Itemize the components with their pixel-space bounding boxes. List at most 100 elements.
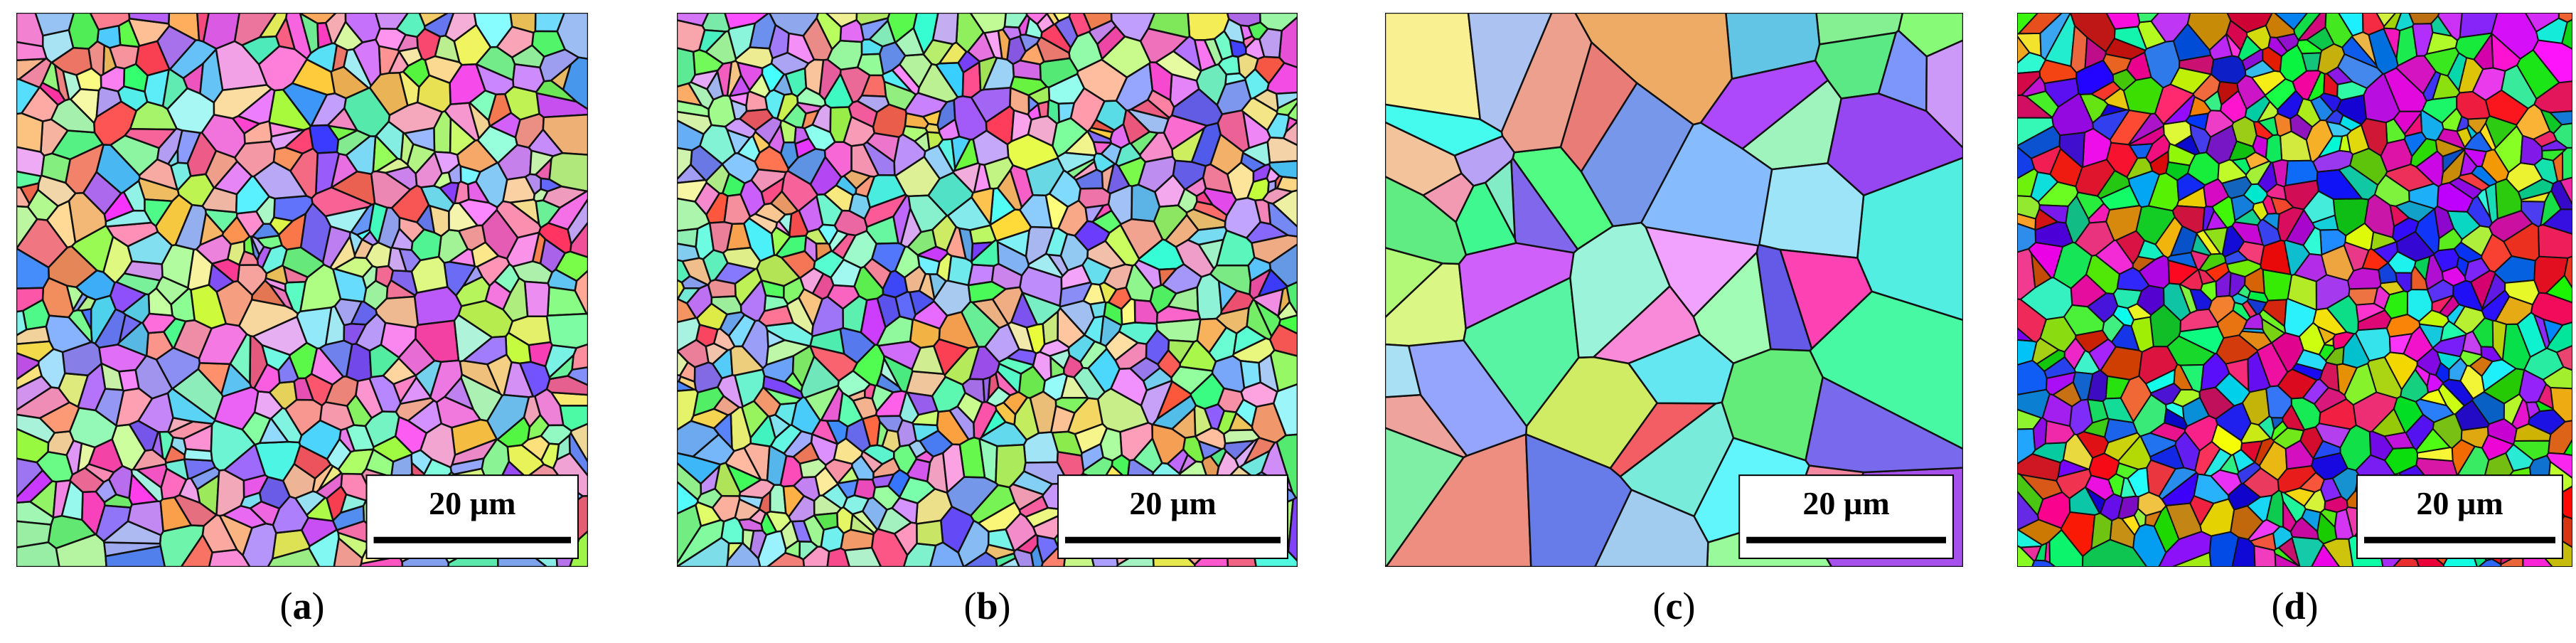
caption-part: ): [1682, 585, 1695, 627]
grain: [97, 344, 148, 373]
grain: [2214, 372, 2251, 407]
grain: [789, 209, 809, 238]
grain: [173, 494, 218, 527]
grain: [539, 48, 580, 83]
grain: [2464, 147, 2488, 167]
grain: [747, 508, 767, 526]
grain: [2395, 272, 2412, 293]
grain: [677, 279, 685, 300]
grain: [278, 212, 307, 251]
scale-bar-box: [365, 474, 579, 560]
grain: [2063, 336, 2086, 371]
grain: [1246, 298, 1273, 341]
grain: [712, 394, 741, 416]
grain: [2527, 409, 2567, 435]
grain: [459, 165, 482, 186]
grain: [1778, 248, 1874, 351]
grain: [448, 202, 479, 232]
grain: [1240, 97, 1278, 132]
grain: [2494, 178, 2522, 220]
scale-bar-label: 20 µm: [2416, 485, 2503, 521]
grain: [983, 323, 1020, 363]
grain: [809, 344, 859, 383]
grain: [791, 441, 821, 465]
grain: [1139, 27, 1190, 64]
grain: [2303, 488, 2326, 514]
grain: [2355, 302, 2386, 324]
grain: [1040, 23, 1072, 55]
grain: [41, 152, 72, 184]
grain: [1272, 383, 1298, 437]
grain: [2191, 232, 2213, 257]
grain: [1240, 151, 1268, 173]
grain: [236, 87, 276, 125]
grain: [1101, 163, 1116, 193]
grain: [967, 280, 1008, 304]
grain: [213, 160, 253, 196]
grain: [768, 13, 820, 37]
grain: [739, 278, 767, 322]
grain: [770, 51, 810, 75]
grain: [891, 63, 920, 96]
grain: [1267, 201, 1298, 238]
caption-part: c: [1666, 585, 1683, 627]
grain: [2548, 110, 2572, 126]
grain: [2075, 59, 2115, 95]
grain: [419, 423, 456, 469]
grain: [870, 528, 909, 567]
grain: [924, 122, 941, 134]
grain: [50, 47, 93, 76]
grain: [971, 187, 995, 227]
grain: [2253, 545, 2277, 567]
grain: [2448, 357, 2468, 382]
grain: [461, 335, 508, 366]
grain: [38, 81, 66, 106]
grain: [1580, 81, 1695, 228]
grain: [2262, 213, 2280, 231]
grain: [1223, 18, 1245, 44]
grain: [860, 16, 889, 41]
grain: [2322, 538, 2354, 567]
grain: [829, 106, 853, 143]
grain: [2202, 226, 2228, 255]
grain: [2469, 356, 2494, 378]
grain: [1115, 61, 1154, 112]
grain-map: [2017, 13, 2572, 567]
grain: [724, 13, 771, 30]
grain: [16, 520, 53, 548]
grain: [195, 234, 233, 265]
grain: [2302, 378, 2330, 405]
grain: [998, 556, 1020, 567]
caption-part: b: [976, 585, 998, 627]
panel-caption: (c): [1653, 585, 1696, 627]
grain: [1196, 317, 1228, 354]
grain: [1247, 256, 1272, 283]
grain: [2139, 432, 2177, 458]
caption-part: a: [293, 585, 312, 627]
grain: [1120, 297, 1136, 326]
grain: [2323, 336, 2334, 347]
grain: [1100, 142, 1123, 165]
grain: [907, 194, 948, 233]
grain: [2105, 37, 2147, 60]
grain: [1161, 263, 1203, 294]
grain: [962, 551, 998, 567]
grain: [982, 57, 1015, 91]
grain: [2383, 431, 2415, 450]
grain: [2317, 43, 2346, 75]
grain: [252, 363, 281, 393]
grain: [1089, 118, 1116, 134]
grain: [677, 100, 710, 118]
grain: [134, 463, 168, 489]
grain: [2034, 542, 2048, 562]
grain: [542, 113, 588, 156]
grain: [2132, 524, 2167, 567]
grain: [447, 248, 476, 267]
grain: [2452, 280, 2484, 312]
grain: [1275, 91, 1298, 110]
grain: [2220, 176, 2252, 199]
grain: [415, 151, 443, 188]
grain: [2435, 361, 2450, 384]
grain: [502, 277, 529, 322]
